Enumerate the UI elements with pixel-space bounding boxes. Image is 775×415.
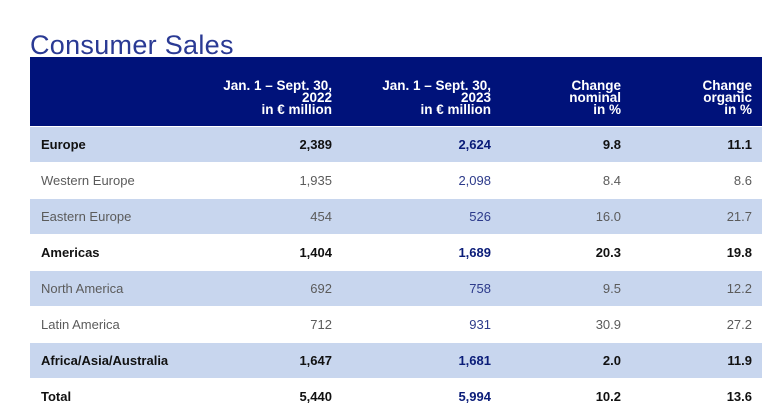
header-2023-line-3: in € million [420, 102, 491, 117]
value-2023: 526 [342, 198, 501, 235]
value-2022: 5,440 [202, 378, 342, 414]
value-nominal: 30.9 [501, 306, 631, 343]
table-row-total: Total 5,440 5,994 10.2 13.6 [30, 378, 762, 414]
value-organic: 21.7 [631, 198, 762, 235]
page-title: Consumer Sales [30, 30, 234, 61]
value-nominal: 16.0 [501, 198, 631, 235]
value-organic: 19.8 [631, 234, 762, 271]
header-2023-line-2: 2023 [460, 90, 491, 105]
value-2023: 5,994 [342, 378, 501, 414]
value-2023: 931 [342, 306, 501, 343]
header-organic-line-3: in % [724, 102, 752, 117]
consumer-sales-table: Jan. 1 – Sept. 30, 2022 in € million Jan… [30, 57, 762, 414]
header-nominal-line-2: nominal [569, 90, 621, 105]
table-row-americas: Americas 1,404 1,689 20.3 19.8 [30, 234, 762, 271]
header-2022-line-3: in € million [261, 102, 332, 117]
value-2022: 1,935 [202, 162, 342, 199]
value-organic: 8.6 [631, 162, 762, 199]
value-organic: 27.2 [631, 306, 762, 343]
table-row-north-america: North America 692 758 9.5 12.2 [30, 270, 762, 307]
table-row-europe: Europe 2,389 2,624 9.8 11.1 [30, 126, 762, 163]
header-organic-line-1: Change [702, 78, 752, 93]
value-2023: 1,681 [342, 342, 501, 379]
header-2023-line-1: Jan. 1 – Sept. 30, [382, 78, 491, 93]
value-nominal: 2.0 [501, 342, 631, 379]
value-nominal: 9.5 [501, 270, 631, 307]
header-change-organic: Change organic in % [631, 57, 762, 127]
value-organic: 11.1 [631, 126, 762, 163]
table-row-eastern-europe: Eastern Europe 454 526 16.0 21.7 [30, 198, 762, 235]
header-nominal-line-3: in % [593, 102, 621, 117]
header-region [30, 57, 202, 127]
value-2022: 2,389 [202, 126, 342, 163]
value-2022: 454 [202, 198, 342, 235]
row-label: Africa/Asia/Australia [30, 342, 202, 379]
header-change-nominal: Change nominal in % [501, 57, 631, 127]
row-label: Americas [30, 234, 202, 271]
value-nominal: 9.8 [501, 126, 631, 163]
value-nominal: 8.4 [501, 162, 631, 199]
row-label: North America [30, 270, 202, 307]
value-2022: 712 [202, 306, 342, 343]
table-header: Jan. 1 – Sept. 30, 2022 in € million Jan… [30, 57, 762, 127]
value-2023: 2,098 [342, 162, 501, 199]
row-label: Europe [30, 126, 202, 163]
value-2022: 692 [202, 270, 342, 307]
row-label: Total [30, 378, 202, 414]
header-2022-line-2: 2022 [301, 90, 332, 105]
row-label: Latin America [30, 306, 202, 343]
value-nominal: 20.3 [501, 234, 631, 271]
row-label: Western Europe [30, 162, 202, 199]
header-2022-line-1: Jan. 1 – Sept. 30, [223, 78, 332, 93]
table-row-western-europe: Western Europe 1,935 2,098 8.4 8.6 [30, 162, 762, 199]
header-nominal-line-1: Change [571, 78, 621, 93]
value-2022: 1,404 [202, 234, 342, 271]
header-2022: Jan. 1 – Sept. 30, 2022 in € million [202, 57, 342, 127]
value-2023: 758 [342, 270, 501, 307]
value-organic: 13.6 [631, 378, 762, 414]
value-2023: 2,624 [342, 126, 501, 163]
value-organic: 11.9 [631, 342, 762, 379]
value-2022: 1,647 [202, 342, 342, 379]
value-2023: 1,689 [342, 234, 501, 271]
value-organic: 12.2 [631, 270, 762, 307]
row-label: Eastern Europe [30, 198, 202, 235]
value-nominal: 10.2 [501, 378, 631, 414]
table-row-africa-asia-australia: Africa/Asia/Australia 1,647 1,681 2.0 11… [30, 342, 762, 379]
header-2023: Jan. 1 – Sept. 30, 2023 in € million [342, 57, 501, 127]
table-body: Europe 2,389 2,624 9.8 11.1 Western Euro… [30, 126, 762, 414]
header-organic-line-2: organic [703, 90, 752, 105]
table-row-latin-america: Latin America 712 931 30.9 27.2 [30, 306, 762, 343]
